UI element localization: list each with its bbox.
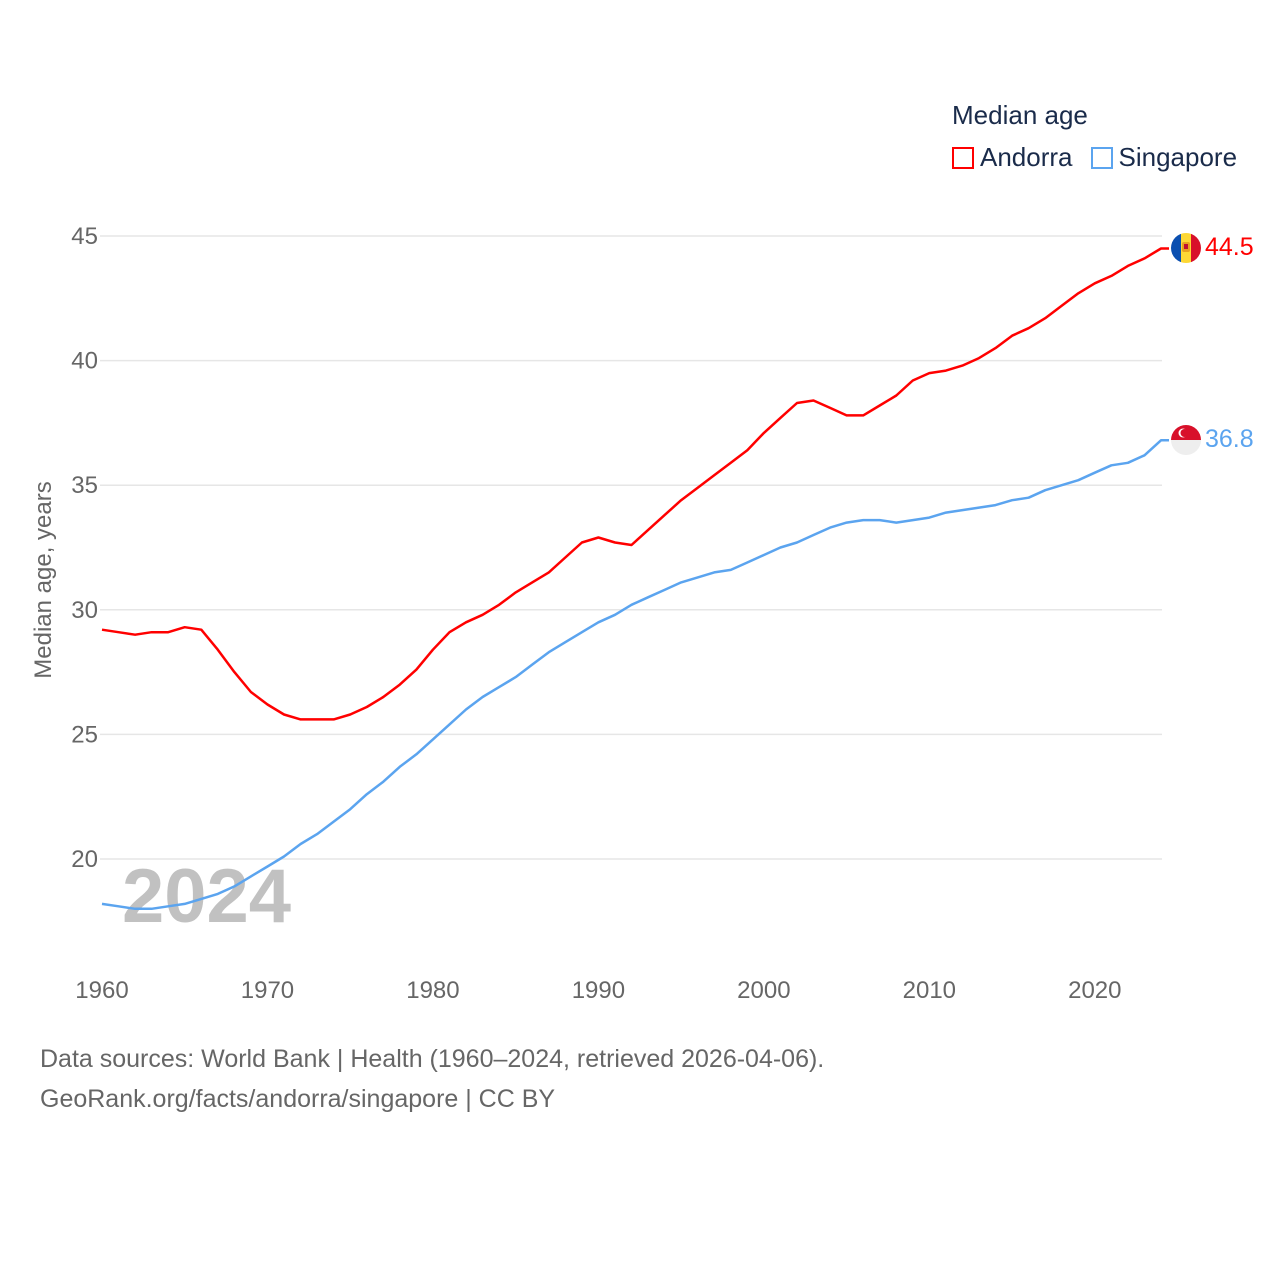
andorra-end-label: 44.5 [1205, 233, 1254, 261]
x-tick-label: 1990 [572, 977, 625, 1004]
legend-label: Singapore [1118, 142, 1238, 172]
grid-lines [100, 235, 1162, 860]
y-axis-label: Median age, years [30, 481, 57, 678]
x-tick-label: 2020 [1068, 977, 1121, 1004]
series-line-singapore [101, 439, 1169, 911]
singapore-flag-icon [1171, 425, 1201, 455]
y-tick-label: 20 [71, 846, 98, 873]
singapore-end-label: 36.8 [1205, 425, 1254, 453]
legend-item-singapore[interactable]: Singapore [1090, 142, 1238, 173]
series-lines [101, 247, 1169, 911]
series-line-andorra [101, 247, 1169, 721]
legend-item-andorra[interactable]: Andorra [952, 142, 1073, 173]
x-tick-label: 2010 [903, 977, 956, 1004]
andorra-swatch [952, 146, 974, 169]
x-tick-label: 1960 [75, 977, 128, 1004]
attribution-link[interactable]: GeoRank.org/facts/andorra/singapore | CC… [40, 1085, 556, 1113]
y-axis-ticks: 20 25 30 35 40 45 [71, 223, 98, 873]
y-tick-label: 25 [71, 721, 98, 748]
x-tick-label: 1970 [241, 977, 294, 1004]
andorra-flag-icon [1171, 233, 1201, 263]
legend-label: Andorra [980, 142, 1073, 172]
legend-title: Median age [952, 100, 1088, 130]
data-source-text: Data sources: World Bank | Health (1960–… [40, 1045, 825, 1073]
legend: Andorra Singapore [952, 142, 1237, 173]
x-tick-label: 1980 [406, 977, 459, 1004]
y-tick-label: 45 [71, 223, 98, 250]
y-tick-label: 40 [71, 348, 98, 375]
x-axis-ticks: 1960 1970 1980 1990 2000 2010 2020 [75, 977, 1121, 1004]
y-tick-label: 30 [71, 597, 98, 624]
y-tick-label: 35 [71, 472, 98, 499]
x-tick-label: 2000 [737, 977, 790, 1004]
singapore-swatch [1090, 146, 1113, 169]
